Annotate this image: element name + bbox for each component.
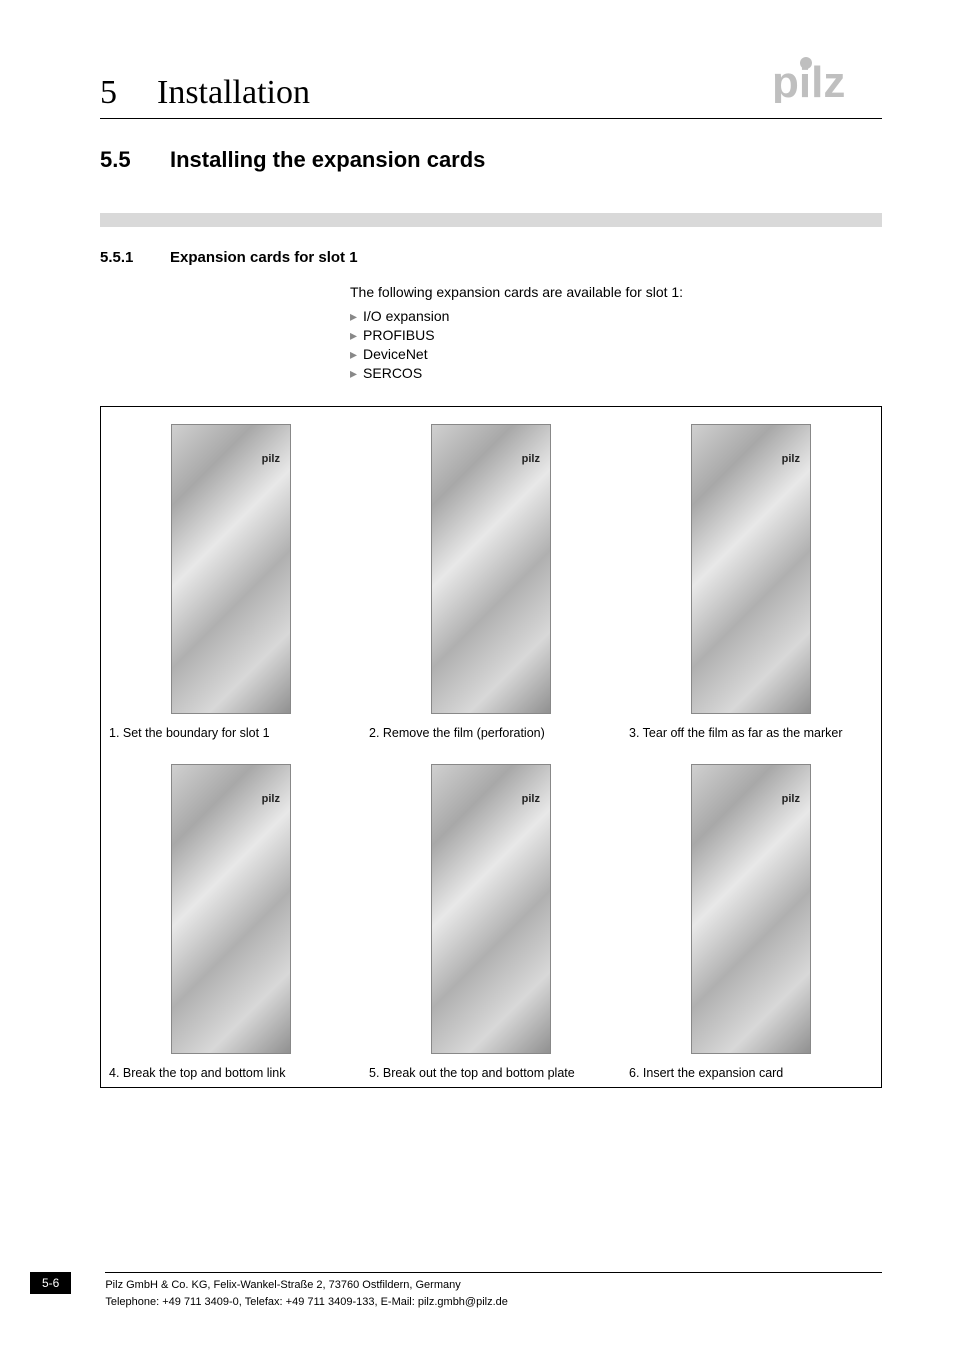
figure-cell: 2. Remove the film (perforation) — [361, 407, 621, 747]
gray-divider-bar — [100, 213, 882, 227]
figure-image — [629, 757, 873, 1061]
figure-image — [369, 757, 613, 1061]
list-item: ▸ PROFIBUS — [350, 327, 882, 344]
footer-line-1: Pilz GmbH & Co. KG, Felix-Wankel-Straße … — [105, 1277, 882, 1294]
arrow-icon: ▸ — [350, 346, 357, 362]
pilz-logo: pilz — [762, 50, 882, 106]
section-heading: 5.5 Installing the expansion cards — [100, 147, 882, 173]
figure-caption: 4. Break the top and bottom link — [109, 1065, 353, 1081]
arrow-icon: ▸ — [350, 308, 357, 324]
figure-image — [109, 757, 353, 1061]
list-item-label: SERCOS — [363, 365, 422, 381]
figure-caption: 5. Break out the top and bottom plate — [369, 1065, 613, 1081]
device-photo-placeholder — [171, 424, 291, 714]
intro-paragraph: The following expansion cards are availa… — [350, 284, 882, 300]
chapter-title: Installation — [157, 74, 310, 112]
figure-cell: 5. Break out the top and bottom plate — [361, 747, 621, 1087]
device-photo-placeholder — [691, 424, 811, 714]
arrow-icon: ▸ — [350, 327, 357, 343]
device-photo-placeholder — [431, 764, 551, 1054]
figure-cell: 1. Set the boundary for slot 1 — [101, 407, 361, 747]
section-title: Installing the expansion cards — [170, 147, 485, 173]
chapter-number: 5 — [100, 74, 117, 112]
list-item-label: DeviceNet — [363, 346, 428, 362]
figure-image — [629, 417, 873, 721]
device-photo-placeholder — [171, 764, 291, 1054]
footer-line-2: Telephone: +49 711 3409-0, Telefax: +49 … — [105, 1294, 882, 1311]
figure-caption: 6. Insert the expansion card — [629, 1065, 873, 1081]
header-rule — [100, 118, 882, 119]
figure-image — [109, 417, 353, 721]
figure-cell: 6. Insert the expansion card — [621, 747, 881, 1087]
list-item: ▸ I/O expansion — [350, 308, 882, 325]
list-item: ▸ SERCOS — [350, 365, 882, 382]
section-number: 5.5 — [100, 147, 170, 173]
list-item-label: PROFIBUS — [363, 327, 435, 343]
figure-image — [369, 417, 613, 721]
figure-cell: 4. Break the top and bottom link — [101, 747, 361, 1087]
list-item-label: I/O expansion — [363, 308, 449, 324]
subsection-number: 5.5.1 — [100, 249, 170, 266]
page-footer: 5-6 Pilz GmbH & Co. KG, Felix-Wankel-Str… — [0, 1272, 954, 1310]
page-number-badge: 5-6 — [30, 1272, 71, 1294]
footer-address: Pilz GmbH & Co. KG, Felix-Wankel-Straße … — [105, 1272, 882, 1310]
arrow-icon: ▸ — [350, 365, 357, 381]
figure-caption: 2. Remove the film (perforation) — [369, 725, 613, 741]
figure-caption: 3. Tear off the film as far as the marke… — [629, 725, 873, 741]
logo-text-svg: pilz — [772, 58, 845, 103]
subsection-title: Expansion cards for slot 1 — [170, 249, 358, 266]
device-photo-placeholder — [691, 764, 811, 1054]
device-photo-placeholder — [431, 424, 551, 714]
instruction-figure-grid: 1. Set the boundary for slot 1 2. Remove… — [100, 406, 882, 1088]
header-left: 5 Installation — [100, 74, 310, 112]
list-item: ▸ DeviceNet — [350, 346, 882, 363]
subsection-heading: 5.5.1 Expansion cards for slot 1 — [100, 249, 882, 266]
figure-cell: 3. Tear off the film as far as the marke… — [621, 407, 881, 747]
page-header: 5 Installation pilz — [100, 50, 882, 112]
figure-caption: 1. Set the boundary for slot 1 — [109, 725, 353, 741]
expansion-card-list: ▸ I/O expansion ▸ PROFIBUS ▸ DeviceNet ▸ SER… — [350, 308, 882, 382]
